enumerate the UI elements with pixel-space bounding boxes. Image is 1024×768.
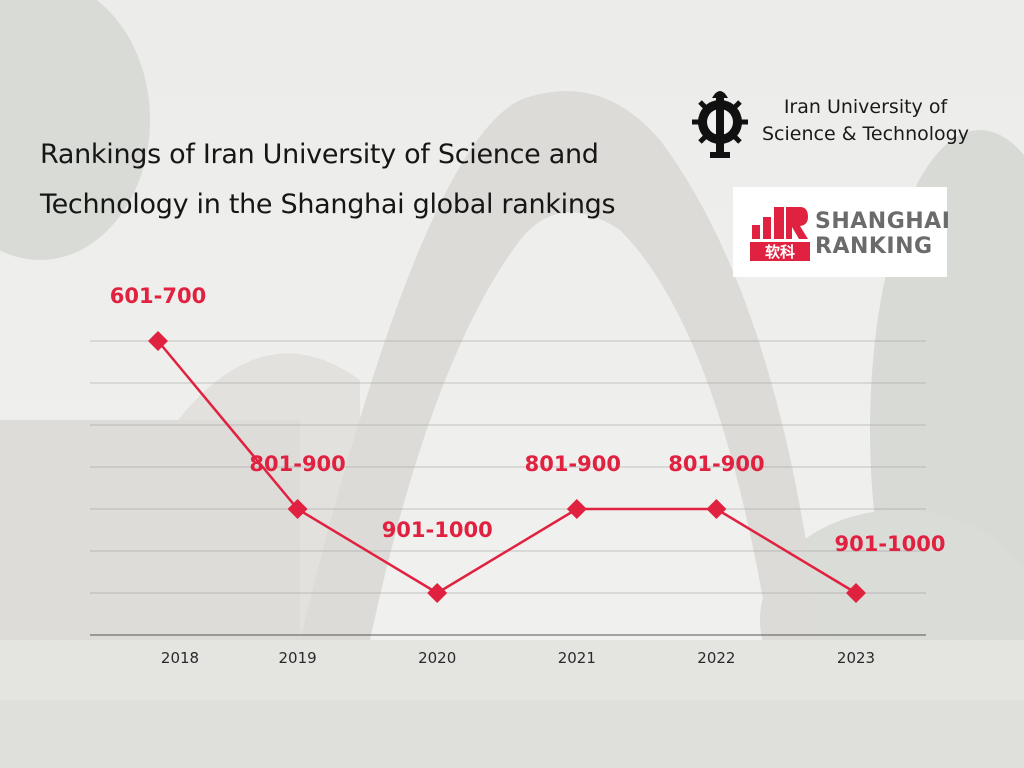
data-point-marker xyxy=(566,499,587,519)
shanghai-name-line-1: SHANGHAI xyxy=(815,209,951,234)
data-label: 601-700 xyxy=(110,284,206,308)
shanghai-ranking-name: SHANGHAI RANKING xyxy=(815,209,950,259)
series-line-group xyxy=(157,340,857,595)
data-point-marker xyxy=(148,331,168,351)
shanghai-name-line-2: RANKING xyxy=(815,234,933,259)
data-point-marker xyxy=(287,499,308,519)
data-label: 801-900 xyxy=(668,452,764,476)
title-line-2: Technology in the Shanghai global rankin… xyxy=(40,189,616,220)
data-point-marker xyxy=(706,499,727,519)
iust-name: Iran University of Science & Technology xyxy=(762,94,969,148)
shanghai-ranking-logo-icon: 软科 xyxy=(750,207,810,261)
x-tick-label: 2021 xyxy=(558,649,596,667)
data-label: 801-900 xyxy=(525,452,621,476)
data-point-marker xyxy=(427,583,448,603)
iust-name-line-2: Science & Technology xyxy=(762,123,969,145)
shanghai-brand-glyph: 软科 xyxy=(765,243,795,261)
x-axis-ticks: 2018 2019 2020 2021 2022 2023 xyxy=(161,649,875,667)
x-tick-label: 2023 xyxy=(837,649,875,667)
iust-logo: Iran University of Science & Technology xyxy=(690,86,990,166)
iust-name-line-1: Iran University of xyxy=(783,96,948,118)
data-label-group: 601-700 801-900 901-1000 801-900 801-900 901-… xyxy=(110,284,946,556)
x-tick-label: 2022 xyxy=(697,649,735,667)
iust-emblem-icon xyxy=(692,91,748,158)
series-line xyxy=(157,340,857,595)
shanghai-ranking-logo: 软科 SHANGHAI RANKING xyxy=(733,187,950,277)
data-point-marker xyxy=(846,583,866,603)
page-title: Rankings of Iran University of Science a… xyxy=(40,130,700,230)
data-label: 901-1000 xyxy=(382,518,493,542)
data-label: 901-1000 xyxy=(835,532,946,556)
x-tick-label: 2019 xyxy=(279,649,317,667)
data-label: 801-900 xyxy=(249,452,345,476)
marker-group xyxy=(148,331,866,603)
title-line-1: Rankings of Iran University of Science a… xyxy=(40,139,599,170)
chart-grid xyxy=(90,340,926,636)
x-tick-label: 2020 xyxy=(418,649,456,667)
x-tick-label: 2018 xyxy=(161,649,199,667)
